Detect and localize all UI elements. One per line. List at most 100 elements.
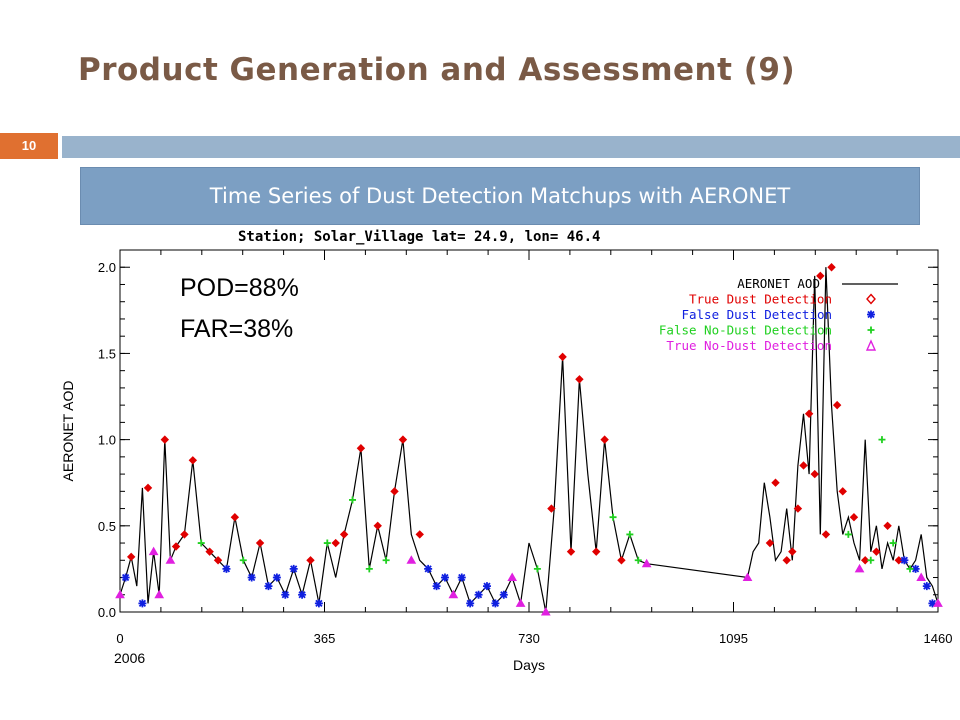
point-true-dust-detection [547, 504, 556, 513]
point-true-dust-detection [617, 556, 626, 565]
point-false-no-dust-detection [533, 565, 541, 573]
point-false-dust-detection [499, 590, 508, 599]
point-false-no-dust-detection [867, 556, 875, 564]
point-false-dust-detection [432, 582, 441, 591]
point-false-dust-detection [457, 573, 466, 582]
point-false-no-dust-detection [626, 530, 634, 538]
point-true-dust-detection [782, 556, 791, 565]
point-true-dust-detection [771, 478, 780, 487]
x-tick-label: 365 [314, 631, 336, 646]
point-false-dust-detection [272, 573, 281, 582]
point-false-dust-detection [922, 582, 931, 591]
chart-title: Station; Solar_Village lat= 24.9, lon= 4… [238, 229, 600, 245]
point-true-no-dust-detection [540, 606, 551, 616]
point-true-dust-detection [331, 538, 340, 548]
point-true-dust-detection [213, 556, 223, 565]
point-true-dust-detection [160, 435, 170, 444]
point-false-dust-detection [928, 599, 937, 608]
point-true-dust-detection [558, 352, 567, 362]
point-true-dust-detection [804, 409, 814, 418]
point-true-dust-detection [894, 556, 903, 565]
point-false-dust-detection [298, 590, 307, 599]
point-true-dust-detection [143, 483, 153, 493]
point-true-no-dust-detection [406, 555, 417, 564]
point-true-dust-detection [827, 263, 836, 272]
point-true-dust-detection [255, 538, 265, 548]
point-true-dust-detection [592, 547, 601, 556]
point-false-dust-detection [474, 590, 483, 599]
y-tick-label: 1.5 [98, 346, 116, 361]
point-false-no-dust-detection [844, 530, 852, 538]
point-true-no-dust-detection [916, 572, 927, 582]
point-true-dust-detection [398, 435, 408, 444]
point-true-dust-detection [832, 400, 842, 410]
x-axis-label: Days [513, 657, 545, 673]
point-true-no-dust-detection [154, 589, 165, 599]
point-true-dust-detection [765, 538, 775, 548]
point-false-no-dust-detection [906, 565, 914, 573]
point-true-dust-detection [816, 271, 825, 281]
point-false-no-dust-detection [349, 496, 357, 504]
series-line-aeronet-aod [119, 267, 939, 613]
chart-banner: Time Series of Dust Detection Matchups w… [80, 167, 920, 225]
x-tick-label: 1095 [719, 631, 748, 646]
point-true-dust-detection [171, 542, 181, 551]
page-number: 10 [0, 133, 58, 159]
point-false-no-dust-detection [239, 556, 247, 564]
header-bar [62, 136, 960, 158]
point-true-dust-detection [230, 512, 240, 522]
point-false-dust-detection [281, 590, 290, 599]
start-year-label: 2006 [114, 650, 146, 666]
legend-marker-diamond [866, 293, 876, 305]
point-true-no-dust-detection [515, 598, 526, 607]
y-tick-label: 0.5 [98, 519, 116, 534]
point-true-dust-detection [188, 456, 198, 465]
point-true-dust-detection [575, 375, 584, 384]
point-false-no-dust-detection [382, 556, 390, 564]
legend-label: True Dust Detection [689, 292, 832, 307]
point-false-dust-detection [138, 599, 147, 608]
point-false-dust-detection [247, 573, 256, 582]
point-true-dust-detection [883, 521, 892, 531]
point-true-no-dust-detection [165, 555, 176, 564]
y-axis-label: AERONET AOD [60, 381, 76, 482]
point-true-dust-detection [860, 556, 870, 565]
point-false-dust-detection [911, 564, 920, 573]
point-false-dust-detection [424, 564, 433, 573]
point-false-dust-detection [314, 599, 323, 608]
point-false-no-dust-detection [634, 556, 642, 564]
point-false-dust-detection [440, 573, 449, 582]
point-true-dust-detection [810, 469, 819, 479]
point-false-no-dust-detection [878, 436, 886, 444]
legend-label: False No-Dust Detection [659, 323, 832, 338]
point-true-dust-detection [205, 547, 214, 556]
point-true-dust-detection [566, 547, 576, 556]
slide-title: Product Generation and Assessment (9) [78, 52, 796, 88]
point-true-no-dust-detection [507, 572, 518, 582]
point-false-no-dust-detection [365, 565, 373, 573]
point-false-dust-detection [491, 599, 500, 608]
y-tick-label: 2.0 [98, 260, 116, 275]
point-false-dust-detection [466, 599, 475, 608]
point-true-dust-detection [872, 547, 881, 556]
point-false-no-dust-detection [609, 513, 617, 521]
far-annotation: FAR=38% [180, 315, 294, 343]
legend-marker-plus [867, 326, 875, 334]
legend-marker-triangle [865, 339, 877, 351]
point-true-no-dust-detection [742, 572, 753, 582]
point-false-dust-detection [222, 564, 231, 573]
x-tick-label: 730 [518, 631, 540, 646]
point-true-no-dust-detection [148, 546, 159, 556]
point-true-dust-detection [788, 547, 797, 556]
point-false-dust-detection [121, 573, 130, 582]
legend-label: False Dust Detection [681, 307, 832, 322]
point-false-no-dust-detection [889, 539, 897, 547]
point-false-dust-detection [289, 564, 298, 573]
point-true-dust-detection [390, 487, 399, 496]
y-tick-label: 0.0 [98, 605, 116, 620]
legend-label: True No-Dust Detection [666, 338, 832, 353]
legend-marker-asterisk [867, 310, 875, 319]
x-tick-label: 1460 [924, 631, 953, 646]
point-false-no-dust-detection [197, 539, 205, 547]
point-false-dust-detection [264, 582, 273, 591]
